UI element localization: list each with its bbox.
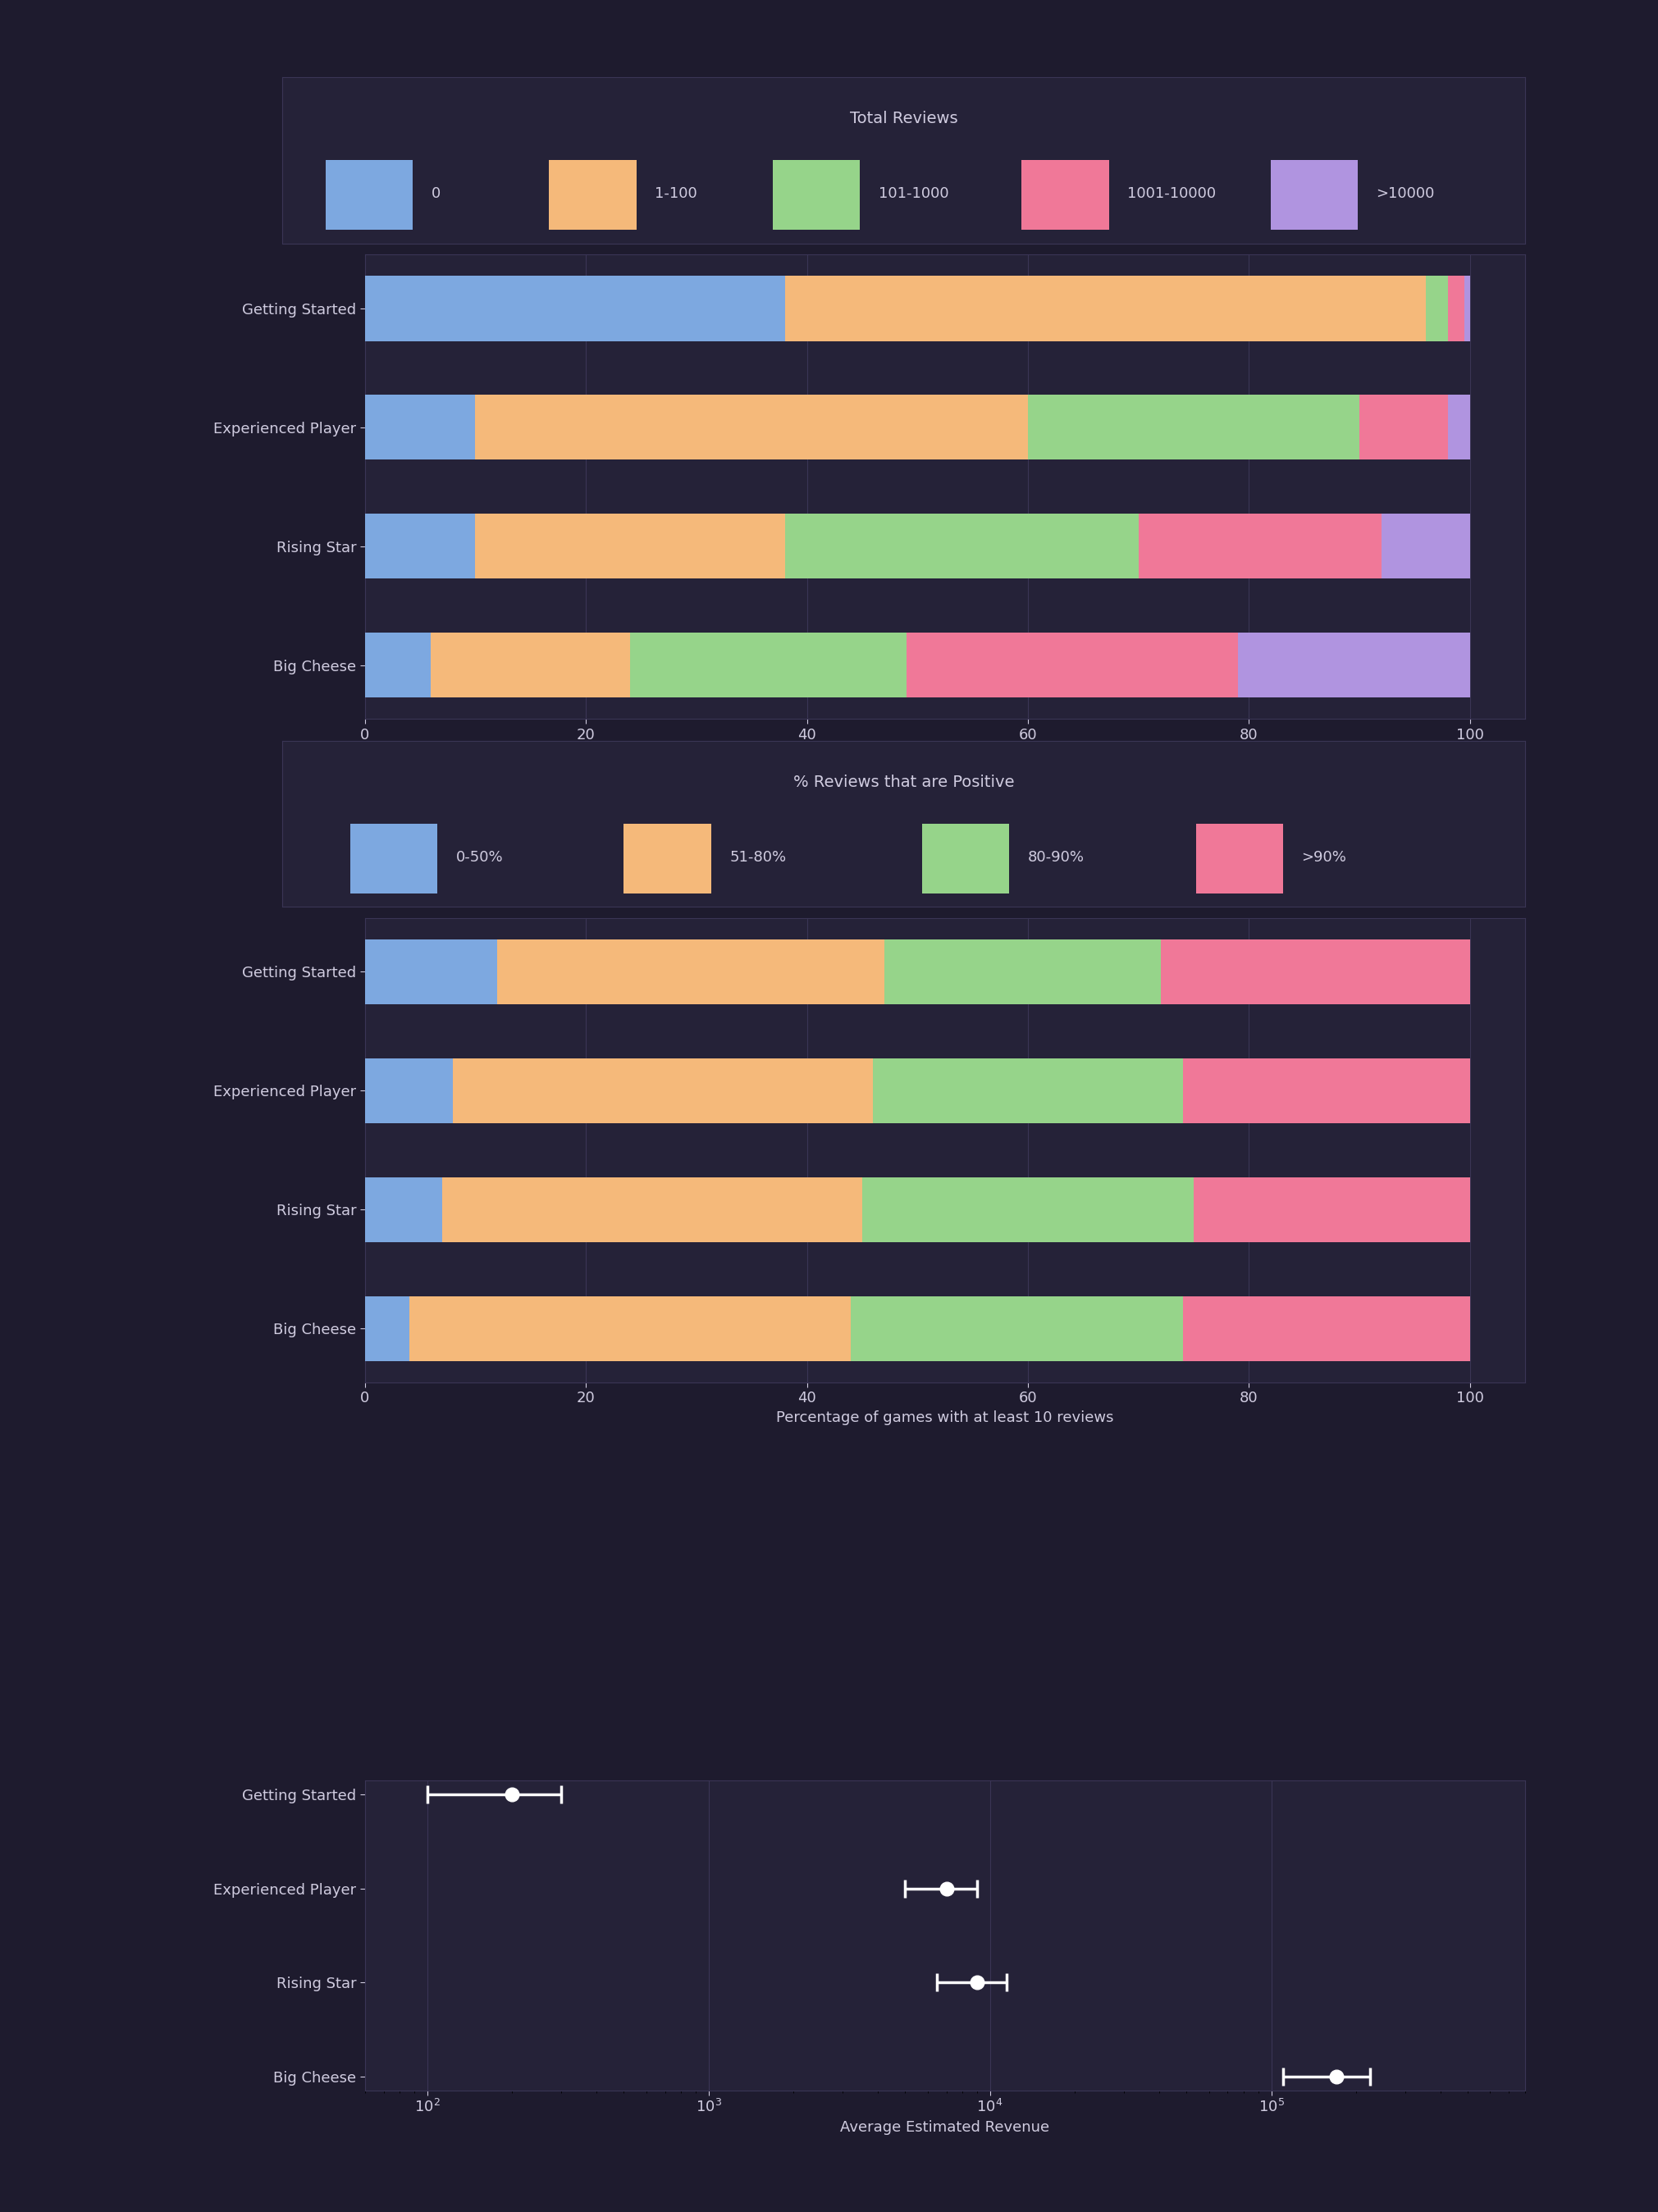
Bar bbox=[453, 1057, 874, 1124]
Bar bbox=[410, 1296, 851, 1360]
Bar bbox=[1360, 394, 1447, 460]
X-axis label: Percentage of games with at least 10 reviews: Percentage of games with at least 10 rev… bbox=[776, 1411, 1114, 1425]
Bar bbox=[365, 276, 784, 341]
Text: 51-80%: 51-80% bbox=[730, 849, 786, 865]
FancyBboxPatch shape bbox=[1195, 825, 1283, 894]
Bar bbox=[443, 1177, 862, 1243]
Bar bbox=[1182, 1296, 1471, 1360]
Text: % Reviews that are Positive: % Reviews that are Positive bbox=[793, 774, 1015, 790]
FancyBboxPatch shape bbox=[773, 161, 861, 230]
FancyBboxPatch shape bbox=[623, 825, 711, 894]
Bar bbox=[365, 394, 476, 460]
Bar bbox=[1426, 276, 1447, 341]
Bar bbox=[365, 1177, 443, 1243]
Bar bbox=[476, 513, 784, 580]
Text: 0: 0 bbox=[431, 186, 441, 201]
Bar bbox=[365, 633, 431, 697]
FancyBboxPatch shape bbox=[325, 161, 413, 230]
Text: >90%: >90% bbox=[1302, 849, 1346, 865]
Bar bbox=[1161, 940, 1471, 1004]
Bar bbox=[784, 513, 1139, 580]
Text: >10000: >10000 bbox=[1376, 186, 1434, 201]
Bar bbox=[365, 940, 497, 1004]
Bar bbox=[1028, 394, 1360, 460]
Bar bbox=[1194, 1177, 1471, 1243]
Bar bbox=[1464, 276, 1471, 341]
Bar bbox=[1447, 276, 1464, 341]
Text: Total Reviews: Total Reviews bbox=[849, 111, 958, 126]
Bar bbox=[630, 633, 907, 697]
Bar bbox=[1239, 633, 1471, 697]
X-axis label: Average Estimated Revenue: Average Estimated Revenue bbox=[841, 2119, 1050, 2135]
Text: 1-100: 1-100 bbox=[655, 186, 698, 201]
Bar bbox=[884, 940, 1161, 1004]
Bar bbox=[862, 1177, 1194, 1243]
Text: 80-90%: 80-90% bbox=[1028, 849, 1084, 865]
FancyBboxPatch shape bbox=[922, 825, 1010, 894]
FancyBboxPatch shape bbox=[350, 825, 438, 894]
Bar bbox=[365, 513, 476, 580]
X-axis label: Percentage of games: Percentage of games bbox=[867, 748, 1023, 761]
Bar bbox=[874, 1057, 1182, 1124]
Bar bbox=[1447, 394, 1471, 460]
Bar bbox=[497, 940, 884, 1004]
FancyBboxPatch shape bbox=[1270, 161, 1358, 230]
Bar bbox=[476, 394, 1028, 460]
Bar bbox=[1139, 513, 1381, 580]
Bar bbox=[365, 1057, 453, 1124]
Bar bbox=[851, 1296, 1182, 1360]
Bar bbox=[784, 276, 1426, 341]
Bar bbox=[907, 633, 1239, 697]
Bar bbox=[431, 633, 630, 697]
Bar bbox=[1182, 1057, 1471, 1124]
Bar bbox=[365, 1296, 410, 1360]
Text: 0-50%: 0-50% bbox=[456, 849, 504, 865]
Text: 101-1000: 101-1000 bbox=[879, 186, 948, 201]
FancyBboxPatch shape bbox=[549, 161, 637, 230]
Bar bbox=[1381, 513, 1471, 580]
FancyBboxPatch shape bbox=[1021, 161, 1109, 230]
Text: 1001-10000: 1001-10000 bbox=[1127, 186, 1217, 201]
